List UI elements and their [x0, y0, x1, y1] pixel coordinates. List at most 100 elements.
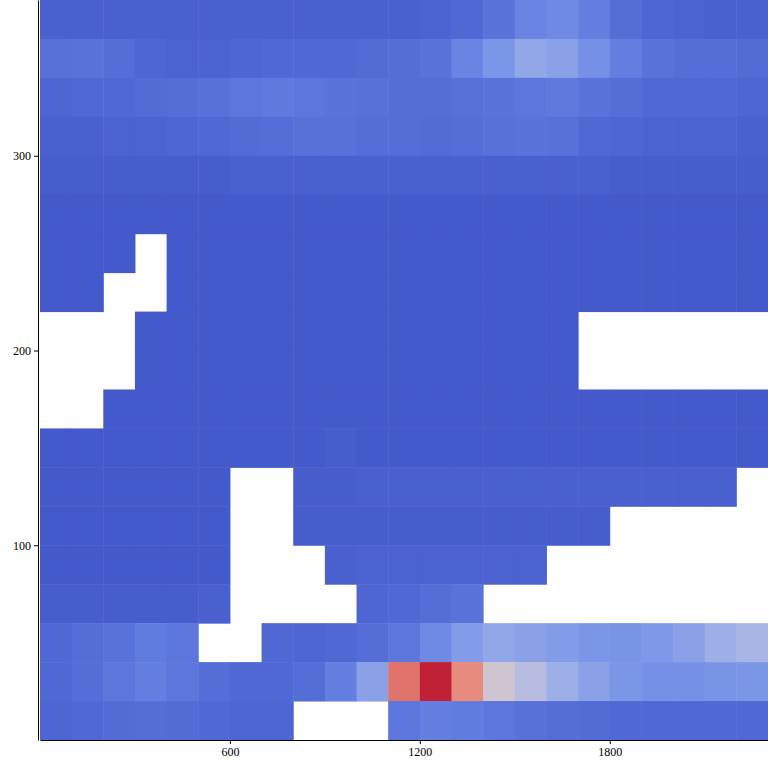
cell — [673, 234, 705, 273]
cell — [673, 701, 705, 740]
cell — [388, 428, 420, 467]
cell — [483, 156, 515, 195]
cell — [103, 78, 135, 117]
cell — [198, 195, 230, 234]
cell — [230, 273, 262, 312]
cell — [72, 545, 104, 584]
cell — [420, 312, 452, 351]
cell — [198, 39, 230, 78]
cell — [546, 662, 578, 701]
cell — [262, 662, 294, 701]
cell — [103, 234, 135, 273]
cell — [546, 351, 578, 390]
cell — [483, 506, 515, 545]
y-tick-mark — [34, 156, 38, 157]
cell — [388, 467, 420, 506]
cell — [736, 234, 768, 273]
cell — [325, 623, 357, 662]
cell — [610, 273, 642, 312]
cell — [451, 389, 483, 428]
cell — [293, 312, 325, 351]
cell — [610, 623, 642, 662]
cell — [72, 39, 104, 78]
cell — [167, 506, 199, 545]
cell — [325, 234, 357, 273]
cell — [420, 234, 452, 273]
cell — [705, 467, 737, 506]
cell — [293, 273, 325, 312]
x-tick: 600 — [221, 740, 239, 759]
cell — [546, 623, 578, 662]
cell — [515, 428, 547, 467]
cell — [546, 273, 578, 312]
cell — [546, 0, 578, 39]
cell — [420, 428, 452, 467]
cell — [515, 195, 547, 234]
cell — [420, 351, 452, 390]
cell — [641, 467, 673, 506]
cell — [515, 662, 547, 701]
cell — [167, 39, 199, 78]
cell — [357, 195, 389, 234]
cell — [293, 117, 325, 156]
cell — [388, 156, 420, 195]
cell — [388, 662, 420, 701]
heatmap-cells — [40, 0, 768, 740]
cell — [736, 39, 768, 78]
x-tick-mark — [610, 740, 611, 744]
cell — [135, 156, 167, 195]
cell — [420, 0, 452, 39]
cell — [705, 78, 737, 117]
chart: 60012001800100200300 — [0, 0, 768, 768]
y-tick-mark — [34, 351, 38, 352]
cell — [262, 623, 294, 662]
cell — [357, 428, 389, 467]
cell — [72, 195, 104, 234]
cell — [641, 623, 673, 662]
cell — [546, 428, 578, 467]
cell — [483, 117, 515, 156]
cell — [198, 0, 230, 39]
cell — [736, 389, 768, 428]
cell — [641, 428, 673, 467]
cell — [325, 506, 357, 545]
cell — [167, 156, 199, 195]
cell — [262, 389, 294, 428]
cell — [483, 234, 515, 273]
cell — [262, 701, 294, 740]
cell — [736, 662, 768, 701]
cell — [388, 584, 420, 623]
cell — [357, 662, 389, 701]
cell — [325, 195, 357, 234]
cell — [167, 195, 199, 234]
cell — [515, 701, 547, 740]
cell — [483, 545, 515, 584]
cell — [135, 545, 167, 584]
cell — [451, 467, 483, 506]
cell — [610, 0, 642, 39]
cell — [451, 623, 483, 662]
cell — [420, 117, 452, 156]
cell — [546, 234, 578, 273]
cell — [293, 195, 325, 234]
cell — [483, 389, 515, 428]
cell — [515, 273, 547, 312]
cell — [420, 506, 452, 545]
cell — [198, 389, 230, 428]
cell — [515, 78, 547, 117]
cell — [167, 117, 199, 156]
cell — [578, 195, 610, 234]
cell — [40, 545, 72, 584]
cell — [167, 623, 199, 662]
x-axis: 60012001800 — [41, 740, 768, 759]
cell — [357, 389, 389, 428]
cell — [578, 78, 610, 117]
cell — [546, 389, 578, 428]
cell — [325, 467, 357, 506]
cell — [230, 117, 262, 156]
cell — [610, 662, 642, 701]
y-tick-label: 100 — [13, 539, 31, 553]
cell — [198, 156, 230, 195]
y-tick-label: 200 — [13, 344, 31, 358]
cell — [515, 506, 547, 545]
